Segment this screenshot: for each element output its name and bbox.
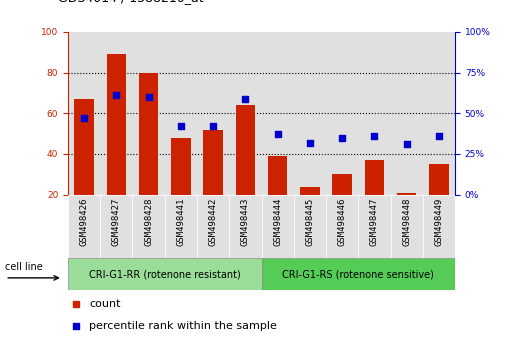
Point bbox=[274, 132, 282, 137]
Bar bbox=[262, 32, 294, 195]
Text: cell line: cell line bbox=[5, 262, 43, 272]
Bar bbox=[423, 32, 455, 195]
Text: GSM498447: GSM498447 bbox=[370, 198, 379, 246]
Text: GSM498427: GSM498427 bbox=[112, 198, 121, 246]
Bar bbox=[165, 32, 197, 195]
Bar bbox=[397, 193, 416, 235]
Point bbox=[305, 140, 314, 145]
Text: GSM498448: GSM498448 bbox=[402, 198, 411, 246]
Bar bbox=[365, 160, 384, 235]
Bar bbox=[268, 156, 287, 235]
Bar bbox=[358, 32, 391, 195]
Bar bbox=[68, 32, 100, 195]
Text: GSM498444: GSM498444 bbox=[273, 198, 282, 246]
Bar bbox=[229, 195, 262, 258]
Text: GSM498446: GSM498446 bbox=[338, 198, 347, 246]
Text: GSM498442: GSM498442 bbox=[209, 198, 218, 246]
Bar bbox=[171, 138, 190, 235]
Bar bbox=[429, 164, 449, 235]
Text: GSM498428: GSM498428 bbox=[144, 198, 153, 246]
Bar bbox=[107, 54, 126, 235]
Bar bbox=[423, 195, 455, 258]
Bar bbox=[391, 32, 423, 195]
Bar bbox=[100, 32, 132, 195]
Text: GSM498449: GSM498449 bbox=[435, 198, 444, 246]
Point bbox=[241, 96, 249, 102]
Bar bbox=[294, 32, 326, 195]
Point bbox=[435, 133, 443, 139]
Bar bbox=[132, 32, 165, 195]
Bar bbox=[326, 32, 358, 195]
Bar bbox=[165, 195, 197, 258]
Point bbox=[328, 216, 336, 221]
Bar bbox=[68, 195, 100, 258]
Bar bbox=[333, 174, 352, 235]
Bar bbox=[300, 187, 320, 235]
Text: CRI-G1-RS (rotenone sensitive): CRI-G1-RS (rotenone sensitive) bbox=[282, 269, 434, 279]
Text: GSM498445: GSM498445 bbox=[305, 198, 314, 246]
Point bbox=[370, 133, 379, 139]
Bar bbox=[197, 195, 229, 258]
Point bbox=[80, 115, 88, 121]
Text: percentile rank within the sample: percentile rank within the sample bbox=[89, 321, 277, 331]
Bar bbox=[197, 32, 229, 195]
Bar bbox=[74, 99, 94, 235]
Bar bbox=[203, 130, 223, 235]
Text: CRI-G1-RR (rotenone resistant): CRI-G1-RR (rotenone resistant) bbox=[89, 269, 241, 279]
Point bbox=[338, 135, 346, 141]
Text: GDS4014 / 1388210_at: GDS4014 / 1388210_at bbox=[58, 0, 203, 4]
Bar bbox=[391, 195, 423, 258]
Bar bbox=[132, 195, 165, 258]
Point bbox=[403, 141, 411, 147]
Bar bbox=[262, 195, 294, 258]
Point bbox=[112, 92, 120, 98]
Point bbox=[209, 124, 218, 129]
Point bbox=[144, 94, 153, 100]
Bar bbox=[229, 32, 262, 195]
Bar bbox=[68, 258, 262, 290]
Bar bbox=[294, 195, 326, 258]
Point bbox=[328, 23, 336, 28]
Bar bbox=[326, 195, 358, 258]
Text: GSM498441: GSM498441 bbox=[176, 198, 185, 246]
Point bbox=[177, 124, 185, 129]
Bar bbox=[236, 105, 255, 235]
Text: GSM498443: GSM498443 bbox=[241, 198, 250, 246]
Bar bbox=[100, 195, 132, 258]
Text: GSM498426: GSM498426 bbox=[79, 198, 88, 246]
Text: count: count bbox=[89, 299, 121, 309]
Bar bbox=[139, 73, 158, 235]
Bar bbox=[358, 195, 391, 258]
Bar bbox=[262, 258, 455, 290]
